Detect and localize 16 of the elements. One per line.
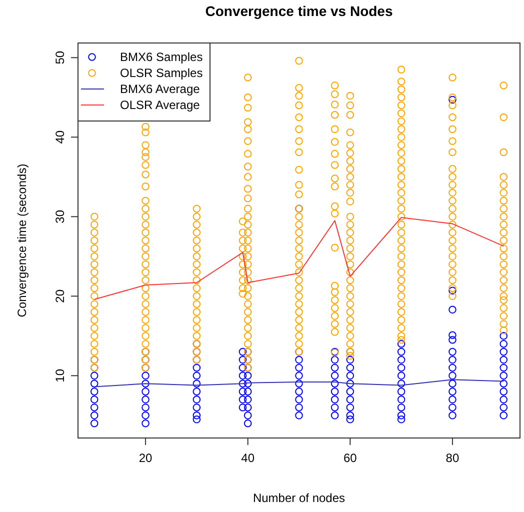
y-tick-label: 30 [53, 210, 67, 224]
y-tick-label: 50 [53, 50, 67, 64]
y-tick-label: 20 [53, 289, 67, 303]
legend-label: OLSR Samples [120, 66, 203, 80]
legend-label: BMX6 Average [120, 82, 200, 96]
y-tick-label: 10 [53, 368, 67, 382]
legend-label: BMX6 Samples [120, 50, 203, 64]
y-axis-title: Convergence time (seconds) [15, 164, 29, 318]
x-tick-label: 20 [138, 451, 153, 465]
x-tick-label: 60 [343, 451, 358, 465]
x-axis-title: Number of nodes [252, 491, 346, 505]
x-tick-label: 80 [446, 451, 460, 465]
chart-title: Convergence time vs Nodes [205, 3, 393, 19]
legend-label: OLSR Average [120, 98, 200, 112]
x-tick-label: 40 [241, 451, 255, 465]
y-tick-label: 40 [53, 130, 67, 144]
